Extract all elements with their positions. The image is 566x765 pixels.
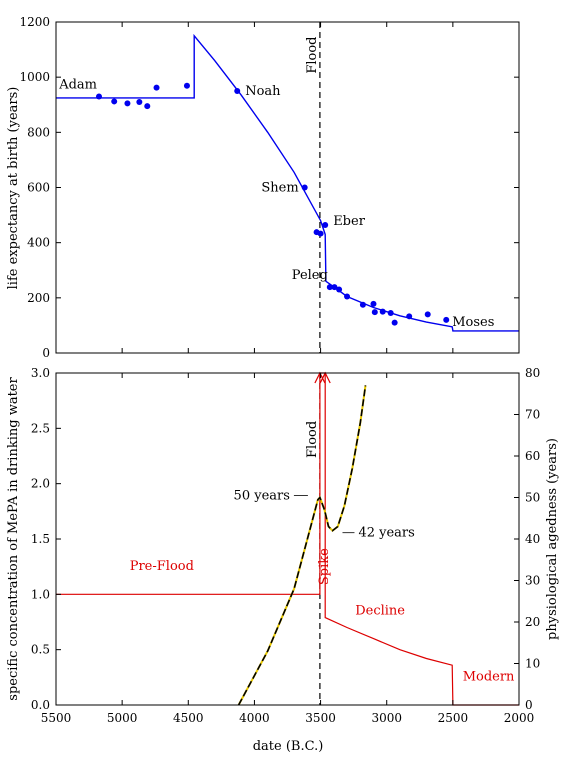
physiological-agedness-curve	[237, 385, 367, 706]
bottom-y2-tick-label: 10	[525, 657, 540, 671]
x-tick-label: 4000	[239, 711, 270, 725]
top-y-axis-label: life expectancy at birth (years)	[6, 87, 21, 290]
x-tick-label: 5000	[107, 711, 138, 725]
patriarch-label: Shem	[261, 181, 298, 196]
top-panel: Adam Noah Shem Eber Peleg Moses Flood 0 200 400 6…	[6, 15, 520, 360]
top-y-tick-label: 0	[42, 346, 50, 360]
patriarch-data-point	[370, 300, 377, 307]
min-agedness-label: 42 years	[358, 526, 414, 541]
x-tick-label: 5500	[41, 711, 72, 725]
x-tick-label: 2000	[504, 711, 535, 725]
bottom-y-tick-label: 2.0	[31, 477, 50, 491]
mepa-concentration-line	[56, 372, 519, 706]
patriarch-data-point	[406, 313, 413, 320]
patriarch-data-point	[95, 93, 102, 100]
bottom-y2-tick-label: 0	[525, 698, 533, 712]
bottom-y-tick-label: 2.5	[31, 421, 50, 435]
bottom-marks-layer: Pre-Flood Spike Decline Modern 50 years 42 ye…	[130, 421, 515, 685]
bottom-y2-tick-label: 60	[525, 449, 540, 463]
top-y-tick-label: 600	[27, 181, 50, 195]
bottom-y2-tick-label: 80	[525, 366, 540, 380]
patriarch-data-point	[144, 103, 151, 110]
bottom-y2-tick-label: 50	[525, 491, 540, 505]
bottom-y-tick-label: 0.0	[31, 698, 50, 712]
patriarch-data-point	[183, 82, 190, 89]
x-axis-label: date (B.C.)	[253, 739, 324, 754]
top-y-tick-label: 1200	[19, 15, 50, 29]
bottom-right-y-axis-label: physiological agedness (years)	[545, 438, 560, 640]
patriarch-label: Eber	[333, 214, 366, 229]
patriarch-data-point	[301, 184, 308, 191]
bottom-flood-label: Flood	[305, 421, 320, 458]
top-curve-layer	[56, 22, 519, 353]
patriarch-data-point	[234, 87, 241, 94]
patriarch-label: Adam	[58, 77, 97, 92]
top-y-tick-label: 800	[27, 125, 50, 139]
top-y-tick-label: 200	[27, 291, 50, 305]
patriarch-data-point	[344, 293, 351, 300]
top-flood-label: Flood	[305, 37, 320, 74]
patriarch-label: Noah	[245, 84, 281, 99]
x-tick-label: 2500	[438, 711, 469, 725]
patriarch-data-point	[326, 284, 333, 291]
bottom-y2-tick-label: 70	[525, 408, 540, 422]
x-tick-label: 3500	[305, 711, 336, 725]
phase-label: Decline	[355, 603, 405, 618]
phase-label: Modern	[463, 670, 515, 685]
patriarch-data-point	[387, 310, 394, 317]
patriarch-data-point	[317, 230, 324, 237]
bottom-y-tick-label: 0.5	[31, 643, 50, 657]
patriarch-data-point	[322, 222, 329, 229]
patriarch-data-point	[111, 98, 118, 105]
bottom-y2-tick-label: 20	[525, 615, 540, 629]
spike-label: Spike	[317, 548, 332, 585]
patriarch-data-point	[391, 319, 398, 326]
top-y-tick-label: 1000	[19, 70, 50, 84]
bottom-y2-tick-label: 30	[525, 574, 540, 588]
patriarch-data-point	[443, 316, 450, 323]
patriarch-data-point	[124, 100, 131, 107]
patriarch-data-point	[136, 98, 143, 105]
peak-agedness-label: 50 years	[234, 489, 290, 504]
patriarch-label: Peleg	[292, 268, 328, 283]
patriarch-data-point	[379, 308, 386, 315]
patriarch-label: Moses	[452, 315, 494, 330]
life-expectancy-model-curve	[56, 33, 519, 332]
x-tick-label: 4500	[173, 711, 204, 725]
patriarch-data-point	[331, 284, 338, 291]
patriarch-data-point	[359, 301, 366, 308]
top-marks-layer: Adam Noah Shem Eber Peleg Moses Flood	[58, 37, 494, 330]
bottom-y-tick-label: 3.0	[31, 366, 50, 380]
patriarch-data-point	[153, 84, 160, 91]
patriarch-data-point	[336, 286, 343, 293]
x-tick-label: 3000	[371, 711, 402, 725]
bottom-panel: Pre-Flood Spike Decline Modern 50 years 42 ye…	[6, 366, 560, 754]
bottom-ticks-layer: 0.0 0.5 1.0 1.5 2.0 2.5 3.0 0 10 20 30 40 50 60 70 80 55…	[31, 366, 540, 725]
phase-label: Pre-Flood	[130, 559, 194, 574]
top-y-tick-label: 400	[27, 236, 50, 250]
patriarch-data-point	[424, 311, 431, 318]
bottom-y-axis-label: specific concentration of MePA in drinki…	[6, 377, 21, 701]
top-ticks-layer: 0 200 400 600 800 1000 1200	[19, 15, 520, 360]
patriarch-data-point	[371, 309, 378, 316]
bottom-y-tick-label: 1.0	[31, 587, 50, 601]
bottom-y-tick-label: 1.5	[31, 532, 50, 546]
bottom-lines-layer	[56, 371, 519, 706]
bottom-y2-tick-label: 40	[525, 532, 540, 546]
